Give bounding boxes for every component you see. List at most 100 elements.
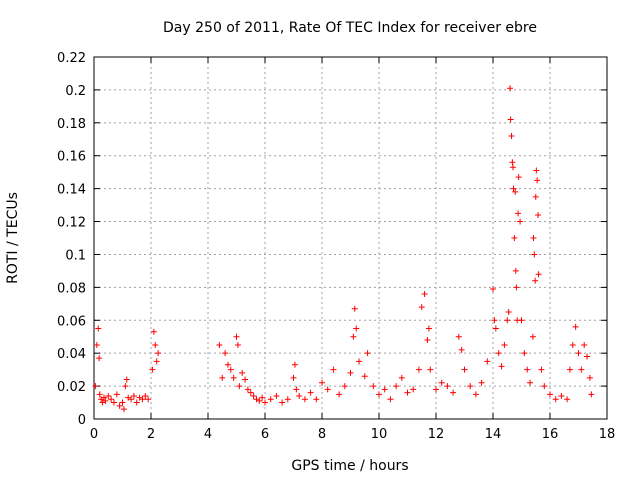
data-point — [130, 392, 137, 399]
data-point — [216, 341, 223, 348]
data-point — [119, 399, 126, 406]
y-axis-label: ROTI / TECUs — [5, 192, 21, 284]
data-point — [518, 317, 525, 324]
x-tick-label: 14 — [485, 427, 502, 442]
y-tick-label: 0.06 — [57, 314, 86, 329]
data-point — [353, 325, 360, 332]
data-point — [92, 383, 99, 390]
data-point — [450, 389, 457, 396]
data-point — [219, 374, 226, 381]
y-tick-label: 0.14 — [57, 183, 86, 198]
data-point — [492, 325, 499, 332]
data-point — [330, 366, 337, 373]
data-point — [256, 397, 263, 404]
data-point — [484, 358, 491, 365]
data-point — [96, 355, 103, 362]
y-tick-label: 0.1 — [65, 248, 86, 263]
data-point — [421, 290, 428, 297]
data-point — [507, 116, 514, 123]
data-point — [155, 350, 162, 357]
y-tick-label: 0.16 — [57, 150, 86, 165]
data-point — [247, 389, 254, 396]
data-point — [410, 386, 417, 393]
data-points — [92, 85, 595, 413]
y-tick-label: 0.02 — [57, 380, 86, 395]
data-point — [424, 337, 431, 344]
data-point — [150, 328, 157, 335]
data-point — [566, 366, 573, 373]
x-tick-label: 2 — [147, 427, 155, 442]
data-point — [267, 396, 274, 403]
data-point — [291, 361, 298, 368]
data-point — [142, 392, 149, 399]
data-point — [110, 399, 117, 406]
data-point — [535, 211, 542, 218]
data-point — [307, 389, 314, 396]
data-point — [433, 386, 439, 393]
data-point — [509, 164, 516, 171]
data-point — [96, 391, 103, 398]
data-point — [128, 396, 135, 403]
data-point — [478, 379, 485, 386]
data-point — [239, 369, 246, 376]
data-point — [105, 392, 112, 399]
data-point — [404, 389, 411, 396]
data-point — [427, 366, 434, 373]
data-point — [381, 386, 388, 393]
x-tick-label: 8 — [318, 427, 326, 442]
data-point — [301, 396, 308, 403]
y-tick-label: 0.22 — [57, 51, 86, 66]
data-point — [313, 396, 320, 403]
data-point — [113, 391, 120, 398]
data-point — [123, 376, 130, 383]
data-point — [242, 376, 249, 383]
data-point — [531, 251, 538, 258]
data-point — [527, 379, 534, 386]
plot-frame — [93, 56, 608, 420]
data-point — [552, 396, 559, 403]
data-point — [153, 358, 160, 365]
data-point — [139, 396, 146, 403]
data-point — [296, 392, 303, 399]
data-point — [259, 394, 266, 401]
data-point — [534, 177, 541, 184]
y-tick-label: 0.2 — [65, 84, 86, 99]
y-tick-label: 0.04 — [57, 347, 86, 362]
data-point — [529, 333, 536, 340]
x-tick-label: 16 — [542, 427, 559, 442]
data-point — [521, 350, 528, 357]
data-point — [515, 174, 522, 181]
data-point — [361, 373, 368, 380]
data-point — [511, 235, 518, 241]
data-point — [364, 350, 371, 357]
x-tick-label: 6 — [261, 427, 269, 442]
x-tick-label: 10 — [371, 427, 388, 442]
data-point — [458, 346, 465, 353]
data-point — [530, 235, 537, 241]
data-point — [262, 399, 268, 406]
data-point — [558, 392, 565, 399]
data-point — [564, 396, 571, 403]
data-point — [588, 391, 595, 398]
data-point — [569, 341, 576, 348]
data-point — [336, 391, 343, 398]
x-tick-label: 0 — [90, 427, 98, 442]
data-point — [279, 399, 286, 406]
data-point — [415, 366, 422, 373]
data-point — [224, 361, 231, 368]
data-point — [491, 317, 498, 324]
data-point — [501, 341, 508, 348]
data-point — [512, 267, 519, 274]
y-tick-label: 0.12 — [57, 216, 86, 231]
y-tick-label: 0.18 — [57, 117, 86, 132]
data-point — [93, 341, 100, 348]
data-point — [100, 394, 107, 401]
grid — [94, 57, 607, 419]
data-point — [293, 386, 300, 393]
data-point — [102, 397, 109, 404]
data-point — [244, 386, 251, 393]
data-point — [461, 366, 468, 373]
data-point — [250, 392, 257, 399]
data-point — [535, 271, 542, 278]
x-tick-label: 18 — [599, 427, 616, 442]
